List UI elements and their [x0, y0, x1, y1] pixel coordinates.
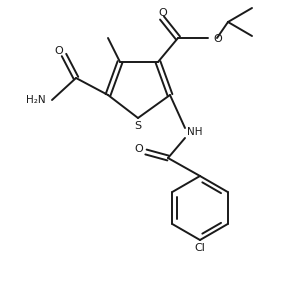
- Text: NH: NH: [187, 127, 203, 137]
- Text: O: O: [55, 46, 63, 56]
- Text: O: O: [159, 8, 167, 18]
- Text: O: O: [213, 34, 222, 44]
- Text: H₂N: H₂N: [26, 95, 46, 105]
- Text: Cl: Cl: [195, 243, 205, 253]
- Text: O: O: [135, 144, 143, 154]
- Text: S: S: [135, 121, 142, 131]
